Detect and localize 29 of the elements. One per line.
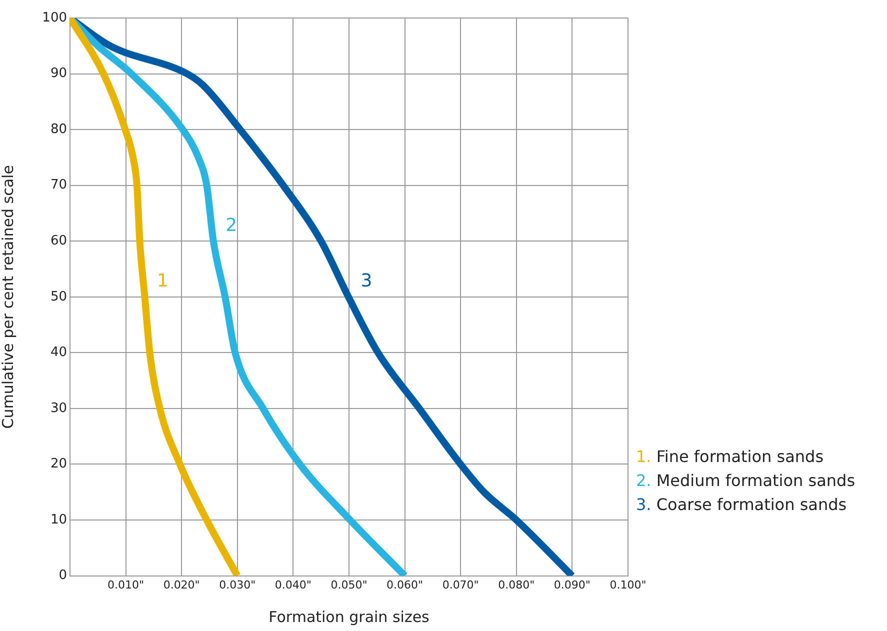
x-tick-label: 0.020" xyxy=(163,578,200,592)
x-axis-title: Formation grain sizes xyxy=(268,608,430,626)
annotation: 2 xyxy=(226,214,238,236)
y-tick-label: 100 xyxy=(42,10,67,26)
y-tick-label: 50 xyxy=(50,289,67,304)
annotation: 3 xyxy=(360,270,372,292)
y-tick-label: 90 xyxy=(50,66,67,82)
text: 1. Fine formation sands xyxy=(636,447,824,466)
y-tick-label: 0 xyxy=(58,568,67,584)
text: 2. Medium formation sands xyxy=(636,471,856,490)
y-tick-label: 60 xyxy=(50,233,67,248)
x-tick-label: 0.030" xyxy=(219,578,256,592)
y-tick-label: 80 xyxy=(50,122,67,137)
x-tick-label: 0.060" xyxy=(386,578,424,592)
x-tick-label: 0.010" xyxy=(108,578,144,592)
x-tick-label: 0.050" xyxy=(330,578,368,592)
y-tick-label: 70 xyxy=(50,178,67,193)
x-tick-label: 0.080" xyxy=(498,578,535,592)
x-tick-label: 0.100" xyxy=(610,578,646,592)
y-tick-label: 40 xyxy=(50,345,67,360)
x-tick-label: 0.070" xyxy=(442,578,479,592)
text: 3. Coarse formation sands xyxy=(636,495,847,514)
y-tick-label: 30 xyxy=(50,400,67,416)
annotation: 1 xyxy=(157,270,168,292)
x-tick-label: 0.090" xyxy=(554,578,590,592)
y-tick-label: 10 xyxy=(50,512,67,528)
y-tick-label: 20 xyxy=(50,456,67,472)
x-tick-label: 0.040" xyxy=(274,578,312,592)
y-axis-title: Cumulative per cent retained scale xyxy=(0,165,17,429)
